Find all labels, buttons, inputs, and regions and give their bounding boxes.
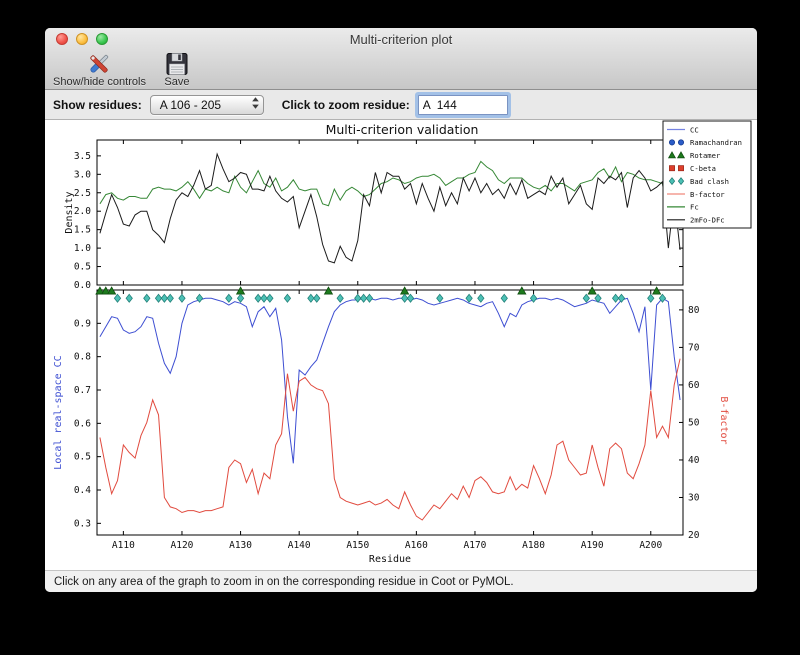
right-ylabel: B-factor [718, 396, 729, 444]
show-residues-label: Show residues: [53, 97, 142, 112]
svg-text:3.5: 3.5 [74, 151, 91, 162]
show-hide-controls-button[interactable]: Show/hide controls [51, 51, 148, 88]
svg-text:Bad clash: Bad clash [690, 177, 729, 186]
svg-text:80: 80 [688, 305, 700, 316]
svg-text:Ramachandran: Ramachandran [690, 138, 742, 147]
svg-text:0.7: 0.7 [74, 385, 91, 396]
svg-text:60: 60 [688, 380, 700, 391]
figure-area[interactable]: Multi-criterion validation 0.0 0.5 1.0 1.5 2.… [45, 120, 757, 570]
svg-text:40: 40 [688, 455, 700, 466]
app-window: Multi-criterion plot Sh [45, 28, 757, 592]
svg-text:2.0: 2.0 [74, 206, 91, 217]
tools-icon [84, 51, 114, 77]
svg-text:A110: A110 [112, 540, 135, 551]
svg-text:0.4: 0.4 [74, 485, 91, 496]
show-hide-controls-label: Show/hide controls [53, 76, 146, 88]
status-text: Click on any area of the graph to zoom i… [54, 575, 514, 588]
legend: CC Ramachandran Rotamer C-beta Bad clash B-fa… [662, 120, 752, 229]
series-Fc [99, 160, 681, 216]
svg-text:A170: A170 [464, 540, 487, 551]
svg-text:0.5: 0.5 [74, 452, 91, 463]
save-label: Save [164, 76, 190, 88]
svg-text:2mFo-DFc: 2mFo-DFc [690, 216, 725, 225]
zoom-residue-input[interactable] [417, 94, 508, 115]
svg-text:0.0: 0.0 [74, 280, 91, 291]
stepper-arrows-icon [251, 96, 260, 113]
svg-text:CC: CC [690, 125, 699, 134]
markers-bad-clash [113, 293, 667, 303]
xlabel: Residue [369, 554, 411, 565]
left-ylabel: Local real-space CC [53, 355, 64, 469]
svg-text:A130: A130 [229, 540, 252, 551]
controls-row: Show residues: A 106 - 205 Click to zoom… [45, 90, 757, 120]
svg-text:0.6: 0.6 [74, 418, 91, 429]
svg-text:Rotamer: Rotamer [690, 151, 721, 160]
close-button[interactable] [56, 33, 68, 45]
svg-text:A200: A200 [639, 540, 662, 551]
svg-text:C-beta: C-beta [690, 164, 716, 173]
zoom-button[interactable] [96, 33, 108, 45]
svg-text:50: 50 [688, 417, 700, 428]
svg-text:A150: A150 [346, 540, 369, 551]
top-panel[interactable]: 0.0 0.5 1.0 1.5 2.0 2.5 3.0 3.5 Density [64, 139, 684, 291]
zoom-residue-label: Click to zoom residue: [281, 97, 410, 112]
svg-text:70: 70 [688, 342, 700, 353]
svg-text:30: 30 [688, 492, 700, 503]
svg-text:B-factor: B-factor [690, 190, 725, 199]
show-residues-select[interactable]: A 106 - 205 [149, 94, 264, 115]
svg-text:A160: A160 [405, 540, 428, 551]
svg-text:0.9: 0.9 [74, 318, 91, 329]
chart-title: Multi-criterion validation [326, 122, 479, 137]
toolbar: Show/hide controls Save [45, 50, 757, 88]
svg-text:2.5: 2.5 [74, 188, 91, 199]
svg-text:1.5: 1.5 [74, 225, 91, 236]
svg-text:A120: A120 [171, 540, 194, 551]
traffic-lights [56, 33, 108, 45]
svg-text:3.0: 3.0 [74, 169, 91, 180]
svg-text:Fc: Fc [690, 203, 699, 212]
status-bar: Click on any area of the graph to zoom i… [45, 570, 757, 592]
save-button[interactable]: Save [162, 51, 192, 88]
svg-text:0.3: 0.3 [74, 518, 91, 529]
svg-text:1.0: 1.0 [74, 243, 91, 254]
titlebar[interactable]: Multi-criterion plot [45, 28, 757, 50]
series-CC [99, 297, 681, 464]
svg-text:A140: A140 [288, 540, 311, 551]
svg-text:0.5: 0.5 [74, 262, 91, 273]
markers-rotamer [95, 286, 662, 295]
svg-text:20: 20 [688, 530, 700, 541]
save-icon [164, 51, 190, 77]
show-residues-value: A 106 - 205 [159, 97, 222, 112]
series-2mFo-DFc [99, 152, 681, 264]
bottom-panel[interactable]: 0.3 0.4 0.5 0.6 0.7 0.8 0.9 20 30 40 50 60 70 80 A110 A… [53, 286, 729, 565]
window-title: Multi-criterion plot [349, 32, 453, 47]
series-B-factor [99, 358, 681, 521]
top-ylabel: Density [64, 191, 75, 233]
svg-text:0.8: 0.8 [74, 352, 91, 363]
window-chrome: Multi-criterion plot Sh [45, 28, 757, 90]
svg-text:A180: A180 [522, 540, 545, 551]
minimize-button[interactable] [76, 33, 88, 45]
svg-text:A190: A190 [581, 540, 604, 551]
multi-criterion-chart[interactable]: Multi-criterion validation 0.0 0.5 1.0 1.5 2.… [45, 120, 757, 570]
